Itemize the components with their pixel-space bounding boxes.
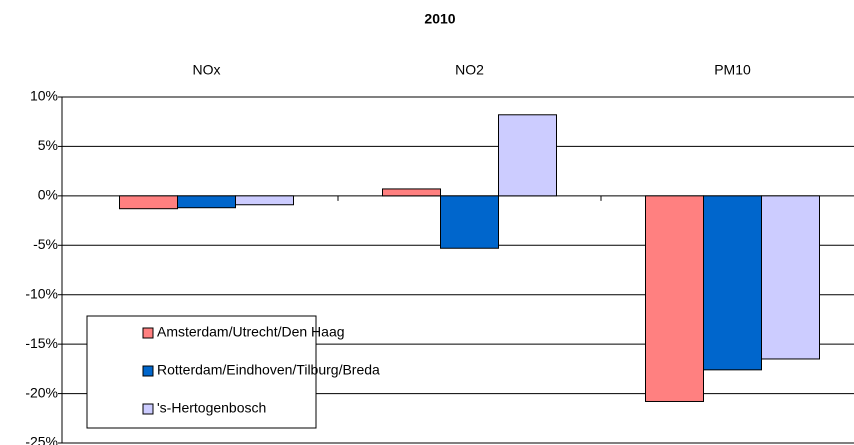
bar: [645, 195, 704, 402]
chart-title: 2010: [424, 11, 455, 27]
category-label: NO2: [455, 62, 484, 78]
category-label: PM10: [714, 62, 751, 78]
bar: [177, 195, 236, 209]
bar: [235, 195, 294, 206]
y-tick-label: -15%: [25, 335, 58, 351]
bar: [703, 195, 762, 371]
bar: [382, 188, 441, 197]
y-tick-label: 0%: [38, 187, 58, 203]
legend-swatch: [142, 365, 154, 377]
y-tick-label: -5%: [33, 236, 58, 252]
bar: [498, 114, 557, 197]
bar: [440, 195, 499, 249]
legend-swatch: [142, 327, 154, 339]
bar: [761, 195, 820, 360]
bar: [119, 195, 178, 210]
y-tick-label: 5%: [38, 137, 58, 153]
y-tick-label: -25%: [25, 434, 58, 445]
y-tick-label: -20%: [25, 384, 58, 400]
legend-label: Amsterdam/Utrecht/Den Haag: [157, 324, 345, 340]
legend-label: Rotterdam/Eindhoven/Tilburg/Breda: [157, 362, 380, 378]
category-label: NOx: [193, 62, 221, 78]
legend-swatch: [142, 403, 154, 415]
legend-box: [86, 315, 317, 429]
y-tick-label: -10%: [25, 285, 58, 301]
y-tick-label: 10%: [30, 88, 58, 104]
legend-label: 's-Hertogenbosch: [157, 400, 266, 416]
